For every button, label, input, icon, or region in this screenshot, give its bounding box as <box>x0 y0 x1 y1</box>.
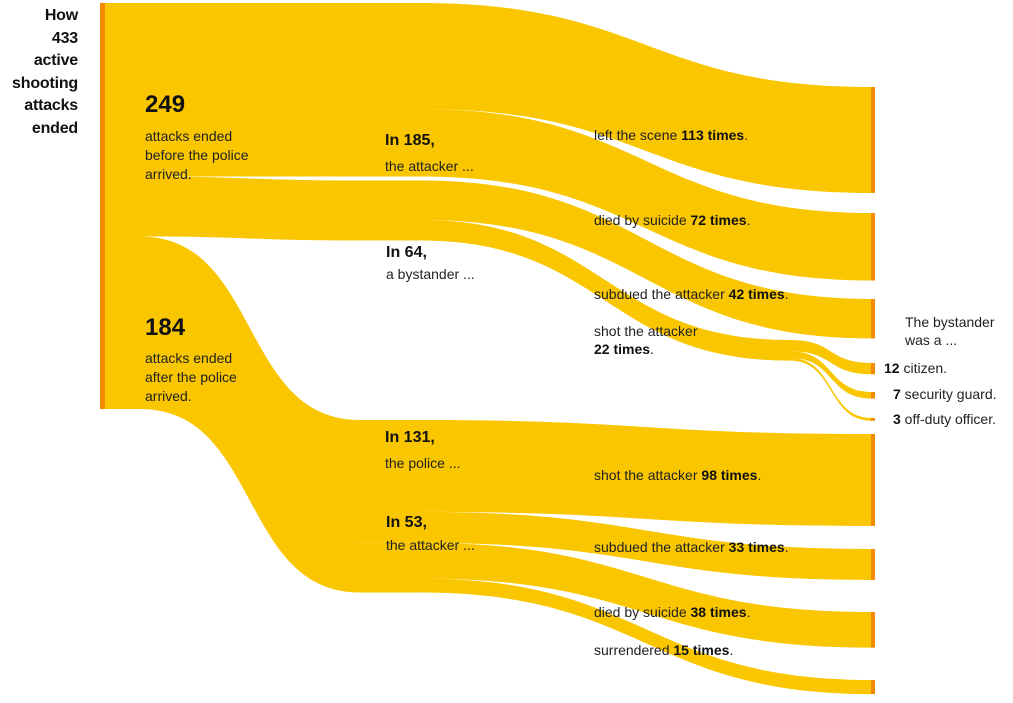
bar-suicide-before <box>871 213 875 281</box>
police-head: In 131, <box>385 429 435 446</box>
attacker-before-sub: the attacker ... <box>385 158 474 174</box>
outcome-bystander-subdued: subdued the attacker 42 times. <box>594 286 789 302</box>
flow-police-shot <box>420 420 872 526</box>
outcome-police-subdued: subdued the attacker 33 times. <box>594 539 789 555</box>
bystander-sub: a bystander ... <box>386 266 475 282</box>
title-line: 433 <box>51 29 78 47</box>
title-line: ended <box>31 119 78 137</box>
bystander-type-header: The bystander was a ... <box>905 314 995 348</box>
title-line: attacks <box>24 97 78 114</box>
before-police-description: attacks ended before the police arrived. <box>145 128 249 182</box>
chart-title: How 433 active shooting attacks ended <box>0 5 78 140</box>
node-attacker-after-block <box>360 542 420 593</box>
before-police-count: 249 <box>145 91 186 118</box>
node-bystander-block <box>360 180 420 241</box>
flow-security-guard <box>790 351 872 399</box>
bystander-head: In 64, <box>386 244 427 261</box>
flow-suicide-before <box>420 108 872 281</box>
flow-suicide-after <box>420 542 872 648</box>
bar-surrendered <box>871 680 875 695</box>
title-line: shooting <box>12 74 78 92</box>
flow-police <box>140 236 360 543</box>
node-police-block <box>360 420 420 543</box>
flow-police-subdued <box>420 511 872 580</box>
outcome-suicide-before: died by suicide 72 times. <box>594 212 751 228</box>
flow-bystander-subdued <box>420 180 872 339</box>
outcome-police-shot: shot the attacker 98 times. <box>594 467 762 483</box>
flow-bystander <box>140 176 360 241</box>
title-line: How <box>44 7 78 24</box>
flow-left-scene <box>420 3 872 193</box>
outcome-bystander-shot: shot the attacker 22 times. <box>594 323 698 357</box>
bar-citizen <box>871 363 875 375</box>
bar-police-shot <box>871 434 875 526</box>
bar-security-guard <box>871 392 875 399</box>
attacker-after-sub: the attacker ... <box>386 537 475 553</box>
outcome-left-scene: left the scene 113 times. <box>594 127 749 143</box>
title-line: active <box>33 52 78 69</box>
sankey-flows <box>104 3 872 695</box>
bar-left-scene <box>871 87 875 193</box>
outcome-suicide-after: died by suicide 38 times. <box>594 604 751 620</box>
attacker-before-head: In 185, <box>385 132 435 149</box>
outcome-surrendered: surrendered 15 times. <box>594 642 734 658</box>
root-flow-block <box>104 3 144 409</box>
root-bar <box>100 3 105 409</box>
bystander-type-security-guard: 7 security guard. <box>893 386 997 402</box>
bar-off-duty-officer <box>871 418 875 421</box>
sankey-node-bars <box>100 3 875 695</box>
node-attacker-before-block <box>360 3 420 177</box>
flow-attacker-before <box>140 3 360 177</box>
after-police-count: 184 <box>145 314 186 341</box>
flow-off-duty-officer <box>790 357 872 421</box>
bar-bystander-subdued <box>871 299 875 339</box>
bar-police-subdued <box>871 549 875 580</box>
attacker-after-head: In 53, <box>386 514 427 531</box>
police-sub: the police ... <box>385 455 461 471</box>
bystander-type-citizen: 12 citizen. <box>884 360 948 376</box>
bystander-type-off-duty-officer: 3 off-duty officer. <box>893 411 997 427</box>
flow-attacker-after <box>140 359 360 593</box>
flow-surrendered <box>420 578 872 695</box>
flow-citizen <box>790 340 872 375</box>
after-police-description: attacks ended after the police arrived. <box>145 350 237 404</box>
flow-bystander-shot <box>420 219 790 361</box>
bar-suicide-after <box>871 612 875 648</box>
